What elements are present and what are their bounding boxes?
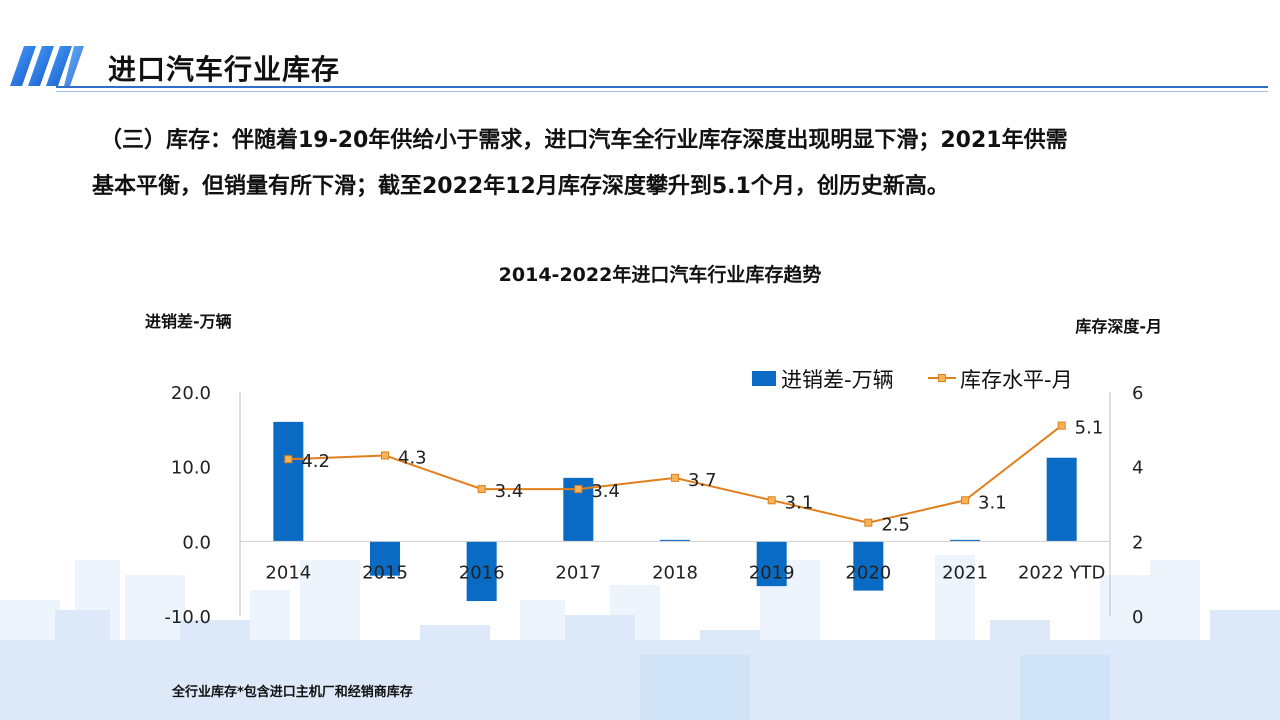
bar-2022-ytd	[1046, 457, 1077, 542]
left-tick-label: 20.0	[171, 383, 211, 404]
x-tick-label: 2016	[459, 562, 505, 583]
bar-2021	[950, 539, 980, 542]
bar-2014	[273, 421, 304, 542]
bar-2019	[756, 541, 787, 587]
x-tick-label: 2019	[749, 562, 795, 583]
page-title: 进口汽车行业库存	[108, 53, 341, 86]
left-tick-label: -10.0	[164, 607, 211, 628]
line-data-label: 5.1	[1075, 418, 1104, 439]
line-data-label: 3.4	[591, 481, 620, 502]
x-tick-label: 2021	[942, 562, 988, 583]
summary-paragraph: （三）库存：伴随着19-20年供给小于需求，进口汽车全行业库存深度出现明显下滑；…	[92, 118, 1242, 210]
right-tick-label: 0	[1132, 607, 1143, 628]
line-marker-2021	[961, 496, 969, 505]
legend-bar-label: 进销差-万辆	[781, 368, 894, 392]
line-marker-2017	[574, 485, 583, 494]
bar-2018	[660, 539, 690, 542]
legend-line-label: 库存水平-月	[960, 368, 1073, 392]
x-axis-labels: 2014 2015 2016 2017 2018 2019 2020 2021 2022 YTD	[265, 562, 1105, 583]
left-axis-title: 进销差-万辆	[145, 312, 232, 331]
line-marker-2022-ytd	[1057, 421, 1066, 430]
line-marker-2014	[284, 455, 293, 464]
x-tick-label: 2020	[845, 562, 891, 583]
line-data-label: 2.5	[881, 515, 910, 536]
legend-bar-swatch	[752, 371, 776, 386]
line-marker-2015	[381, 451, 389, 460]
left-tick-label: 10.0	[171, 458, 211, 479]
right-axis-title: 库存深度-月	[1075, 317, 1162, 336]
right-tick-label: 4	[1132, 458, 1143, 479]
x-tick-label: 2014	[265, 562, 311, 583]
line-data-label: 3.1	[785, 492, 814, 513]
chart-legend: 进销差-万辆 库存水平-月	[752, 368, 1073, 392]
line-data-label: 3.1	[978, 492, 1007, 513]
title-divider-thin	[56, 91, 1268, 92]
line-data-label: 4.3	[398, 447, 427, 468]
legend-line-marker	[938, 374, 946, 382]
title-divider	[56, 86, 1268, 88]
line-data-label: 4.2	[301, 451, 330, 472]
line-marker-2018	[671, 473, 679, 482]
footnote: 全行业库存*包含进口主机厂和经销商库存	[172, 685, 413, 700]
bar-2015	[370, 541, 400, 576]
bar-2016	[466, 541, 497, 602]
x-tick-label: 2015	[362, 562, 408, 583]
line-marker-2019	[767, 496, 776, 505]
bar-2020	[853, 541, 884, 591]
summary-line-2: 基本平衡，但销量有所下滑；截至2022年12月库存深度攀升到5.1个月，创历史新…	[92, 174, 949, 199]
line-marker-2016	[477, 485, 486, 494]
data-labels: 4.2 4.3 3.4 3.4 3.7 3.1 2.5 3.1 5.1	[301, 418, 1103, 536]
line-marker-2020	[864, 518, 873, 527]
line-data-label: 3.7	[688, 470, 717, 491]
summary-line-1: （三）库存：伴随着19-20年供给小于需求，进口汽车全行业库存深度出现明显下滑；…	[100, 128, 1068, 153]
x-tick-label: 2018	[652, 562, 698, 583]
line-data-label: 3.4	[495, 481, 524, 502]
right-tick-label: 6	[1132, 383, 1143, 404]
right-tick-label: 2	[1132, 532, 1143, 553]
line-markers	[284, 421, 1066, 527]
title-stripes-icon	[10, 46, 84, 86]
left-tick-label: 0.0	[182, 532, 211, 553]
x-tick-label: 2022 YTD	[1018, 562, 1105, 583]
right-axis-ticks: 6 4 2 0	[1132, 383, 1143, 628]
left-axis-ticks: 20.0 10.0 0.0 -10.0	[164, 383, 211, 628]
x-tick-label: 2017	[555, 562, 601, 583]
chart-title: 2014-2022年进口汽车行业库存趋势	[499, 263, 822, 286]
